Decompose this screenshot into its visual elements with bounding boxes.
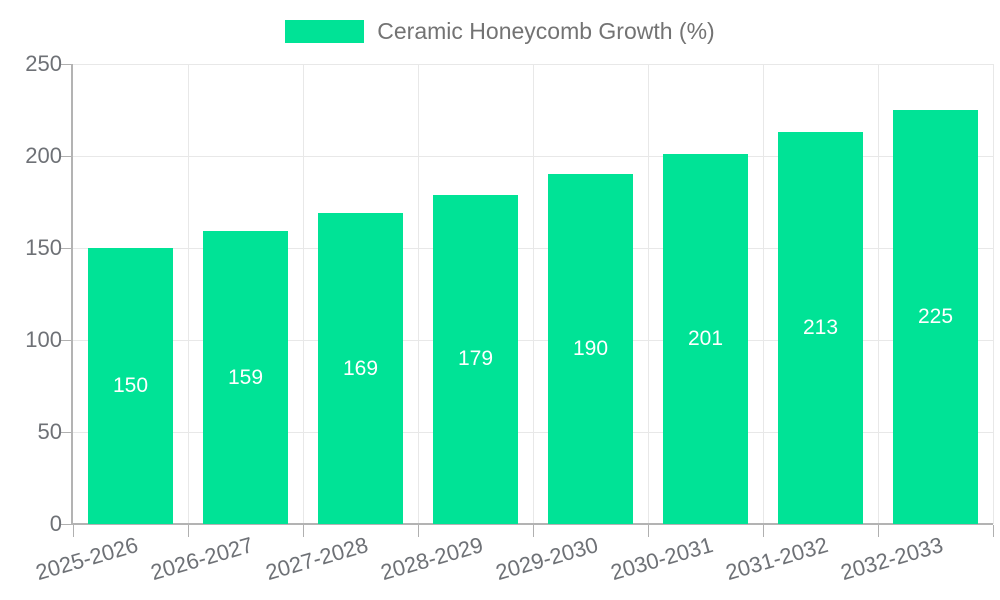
bar[interactable] <box>433 194 518 524</box>
y-axis-label: 50 <box>37 419 62 444</box>
y-axis-tick <box>61 339 73 341</box>
bar-value-label: 169 <box>342 356 379 380</box>
y-axis-tick <box>61 155 73 157</box>
bar[interactable] <box>548 174 633 524</box>
x-axis-tick <box>877 525 879 537</box>
v-gridline <box>532 64 534 524</box>
v-gridline <box>877 64 879 524</box>
bar[interactable] <box>318 213 403 524</box>
x-axis-label-text: 2029-2030 <box>493 532 602 586</box>
v-gridline <box>992 64 994 524</box>
bar-value-label: 201 <box>687 327 724 351</box>
y-axis-label: 0 <box>49 511 62 536</box>
y-axis-label: 200 <box>25 143 62 168</box>
y-axis-label: 100 <box>25 327 62 352</box>
v-gridline <box>417 64 419 524</box>
bar-value-label: 213 <box>802 316 839 340</box>
x-axis-tick <box>417 525 419 537</box>
x-axis-tick <box>187 525 189 537</box>
v-gridline <box>302 64 304 524</box>
y-axis-tick <box>61 63 73 65</box>
y-axis-label: 250 <box>25 51 62 76</box>
v-gridline <box>762 64 764 524</box>
bar[interactable] <box>663 154 748 524</box>
x-axis-tick <box>302 525 304 537</box>
bar[interactable] <box>893 110 978 524</box>
x-axis-tick <box>992 525 994 537</box>
x-axis-label-text: 2031-2032 <box>723 532 832 586</box>
x-axis-tick <box>647 525 649 537</box>
v-gridline <box>647 64 649 524</box>
x-axis-label-text: 2028-2029 <box>378 532 487 586</box>
x-axis-tick <box>532 525 534 537</box>
x-axis-label-text: 2032-2033 <box>838 532 947 586</box>
y-axis-tick <box>61 523 73 525</box>
bar-value-label: 159 <box>227 365 264 389</box>
x-axis-label-text: 2026-2027 <box>148 532 257 586</box>
x-axis-line <box>71 523 993 525</box>
y-axis-label: 150 <box>25 235 62 260</box>
legend-item[interactable]: Ceramic Honeycomb Growth (%) <box>285 18 715 44</box>
bar-value-label: 179 <box>457 347 494 371</box>
bar-value-label: 190 <box>572 337 609 361</box>
chart-legend: Ceramic Honeycomb Growth (%) <box>0 20 1000 43</box>
bar[interactable] <box>88 248 173 524</box>
bar[interactable] <box>778 132 863 524</box>
x-axis-label-text: 2030-2031 <box>608 532 717 586</box>
legend-label: Ceramic Honeycomb Growth (%) <box>377 18 715 44</box>
y-axis-tick <box>61 431 73 433</box>
bar[interactable] <box>203 231 288 524</box>
bar-value-label: 150 <box>112 374 149 397</box>
y-axis-line <box>71 64 73 524</box>
v-gridline <box>187 64 189 524</box>
x-axis-label-text: 2027-2028 <box>263 532 372 586</box>
x-axis-tick <box>72 525 74 537</box>
bar-value-label: 225 <box>917 305 954 328</box>
legend-swatch <box>285 20 365 43</box>
y-axis-tick <box>61 247 73 249</box>
x-axis-label-text: 2025-2026 <box>33 532 142 586</box>
x-axis-tick <box>762 525 764 537</box>
